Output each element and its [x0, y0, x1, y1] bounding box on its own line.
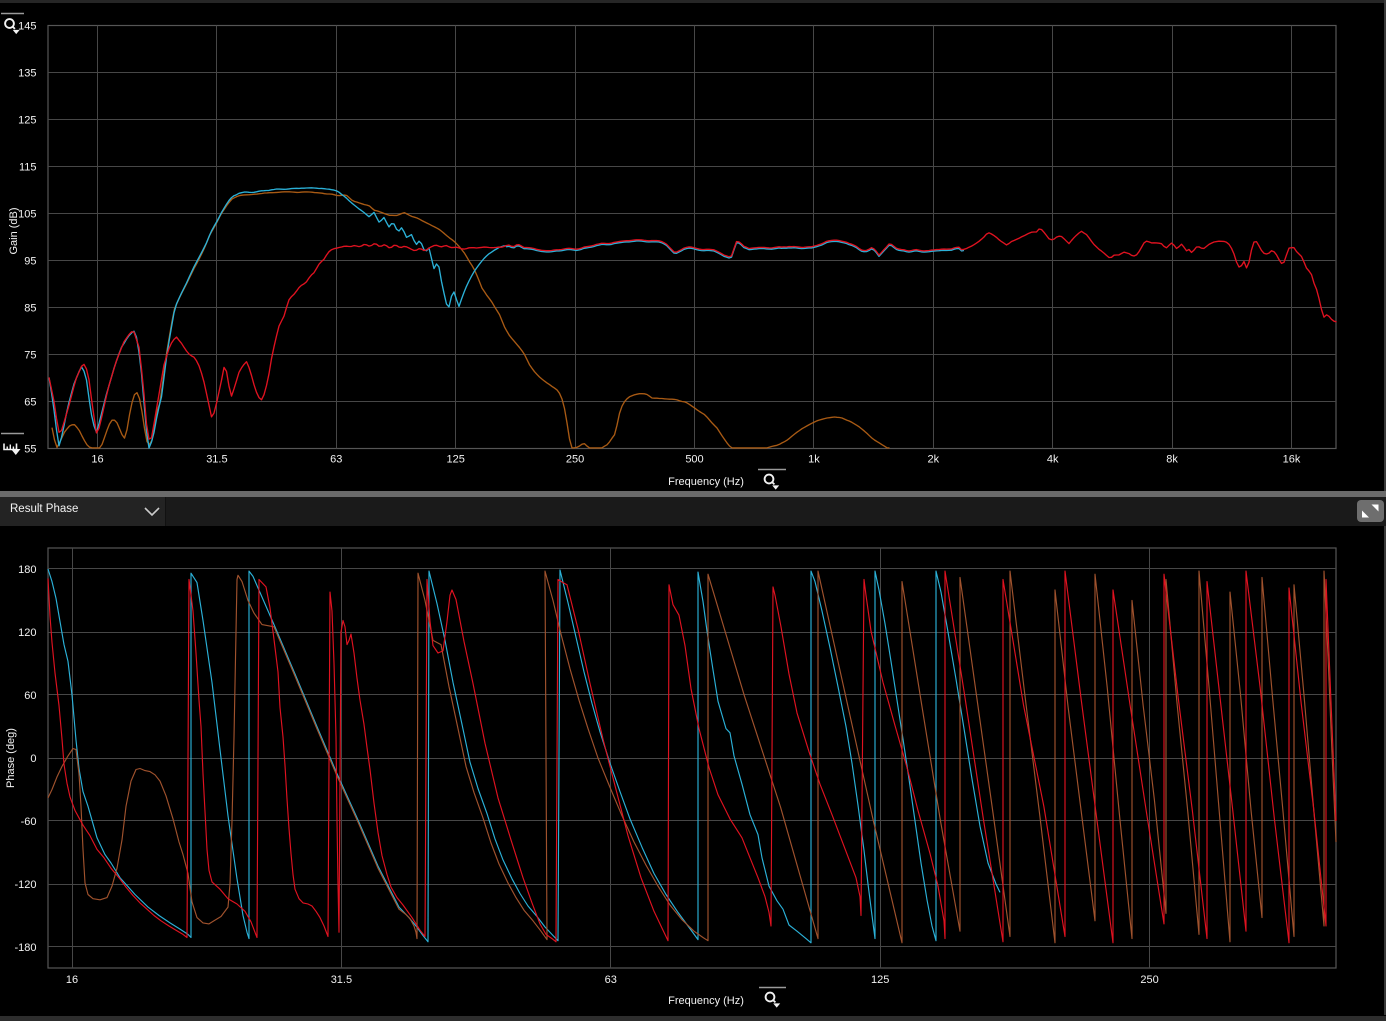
svg-text:500: 500 — [685, 454, 703, 466]
svg-text:75: 75 — [24, 350, 36, 362]
svg-text:16: 16 — [91, 454, 103, 466]
svg-text:250: 250 — [1140, 974, 1158, 986]
svg-text:55: 55 — [24, 444, 36, 456]
svg-text:Frequency (Hz): Frequency (Hz) — [668, 476, 744, 488]
svg-text:16: 16 — [66, 974, 78, 986]
svg-text:125: 125 — [18, 115, 36, 127]
svg-text:115: 115 — [19, 162, 37, 174]
svg-text:Frequency (Hz): Frequency (Hz) — [668, 995, 744, 1007]
svg-text:31.5: 31.5 — [206, 454, 227, 466]
svg-text:63: 63 — [330, 454, 342, 466]
svg-text:0: 0 — [30, 753, 36, 765]
svg-text:Phase (deg): Phase (deg) — [5, 728, 17, 788]
svg-text:63: 63 — [605, 974, 617, 986]
svg-text:2k: 2k — [927, 454, 939, 466]
svg-text:125: 125 — [871, 974, 889, 986]
svg-text:Gain (dB): Gain (dB) — [8, 207, 20, 254]
svg-text:145: 145 — [18, 21, 36, 33]
svg-text:-120: -120 — [14, 879, 36, 891]
svg-text:8k: 8k — [1166, 454, 1178, 466]
svg-text:-60: -60 — [21, 816, 37, 828]
svg-text:85: 85 — [24, 303, 36, 315]
svg-text:60: 60 — [24, 690, 36, 702]
svg-text:180: 180 — [18, 564, 36, 576]
svg-text:125: 125 — [447, 454, 465, 466]
svg-text:250: 250 — [566, 454, 584, 466]
svg-text:31.5: 31.5 — [331, 974, 352, 986]
svg-text:135: 135 — [18, 68, 36, 80]
svg-text:16k: 16k — [1283, 454, 1301, 466]
svg-text:95: 95 — [24, 256, 36, 268]
svg-text:120: 120 — [18, 627, 36, 639]
svg-text:-180: -180 — [14, 942, 36, 954]
svg-text:1k: 1k — [808, 454, 820, 466]
svg-text:65: 65 — [24, 397, 36, 409]
svg-text:4k: 4k — [1047, 454, 1059, 466]
svg-text:105: 105 — [18, 209, 36, 221]
